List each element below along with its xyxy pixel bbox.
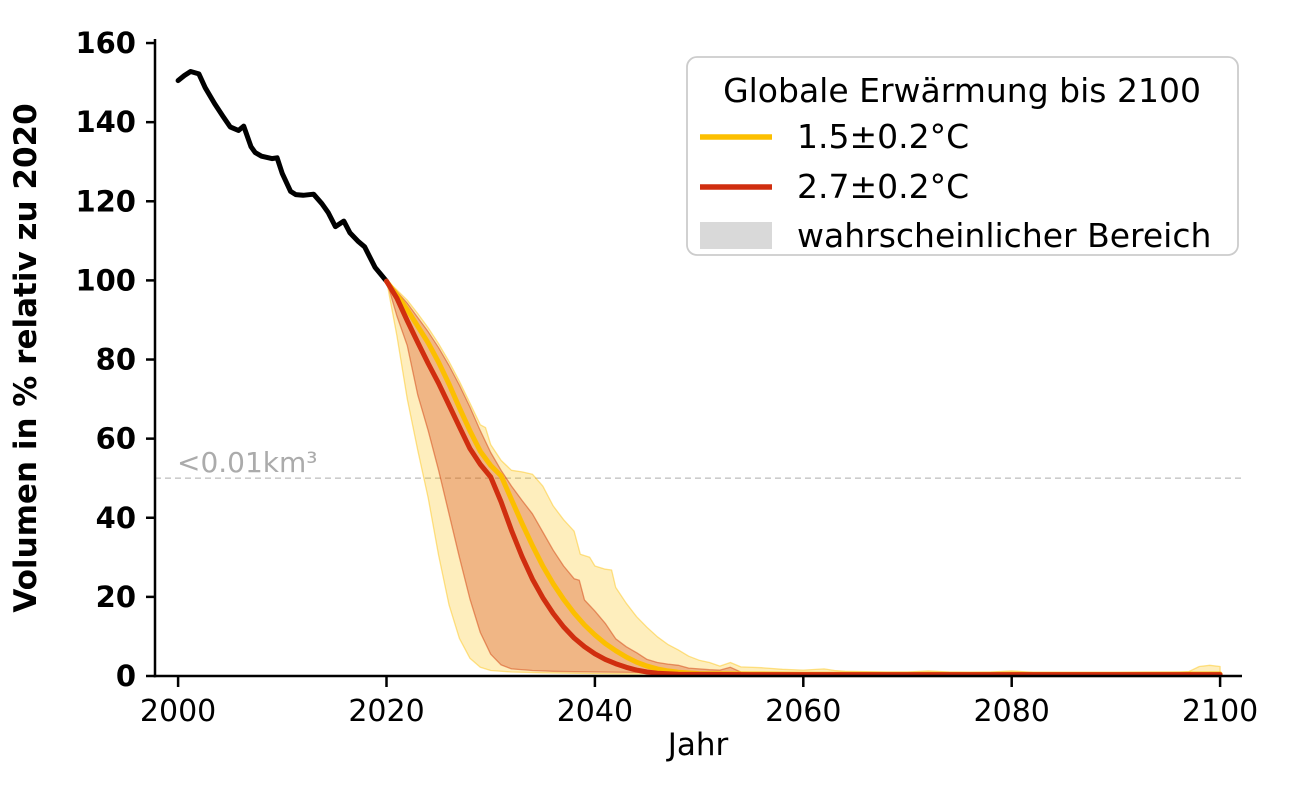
y-tick-label: 160 [75, 26, 136, 60]
uncertainty-band-band-1p5 [385, 279, 1221, 676]
legend-frame [686, 56, 1239, 256]
x-tick-label: 2020 [348, 694, 424, 729]
y-tick-label: 40 [96, 501, 136, 535]
y-tick-label: 120 [75, 184, 136, 218]
y-axis-title: Volumen in % relativ zu 2020 [8, 103, 44, 612]
series-historical-black [175, 69, 389, 284]
y-tick-label: 100 [75, 263, 136, 297]
legend-label-2p7: 2.7±0.2°C [797, 167, 969, 206]
plot-layers: 2000 2020 2040 2060 2080 21000204060801001201… [75, 26, 1258, 729]
threshold-annotation: <0.01km³ [177, 446, 318, 479]
y-tick-label: 0 [116, 659, 136, 693]
y-tick-label: 20 [96, 580, 136, 614]
legend: Globale Erwärmung bis 2100 1.5±0.2°C 2.7… [686, 56, 1239, 256]
uncertainty-band-band-2p7 [385, 279, 1221, 676]
legend-title: Globale Erwärmung bis 2100 [723, 71, 1201, 110]
y-tick-label: 60 [96, 422, 136, 456]
series-scenario-2p7 [384, 278, 1223, 678]
x-tick-label: 2100 [1182, 694, 1258, 729]
x-tick-label: 2000 [140, 694, 216, 729]
legend-swatch-patch-icon [700, 222, 772, 249]
x-tick-label: 2060 [765, 694, 841, 729]
legend-label-range: wahrscheinlicher Bereich [797, 216, 1211, 255]
x-tick-label: 2080 [974, 694, 1050, 729]
x-axis-title: Jahr [666, 727, 729, 763]
y-tick-label: 80 [96, 343, 136, 377]
legend-label-1p5: 1.5±0.2°C [797, 117, 969, 156]
y-tick-label: 140 [75, 105, 136, 139]
x-tick-label: 2040 [557, 694, 633, 729]
